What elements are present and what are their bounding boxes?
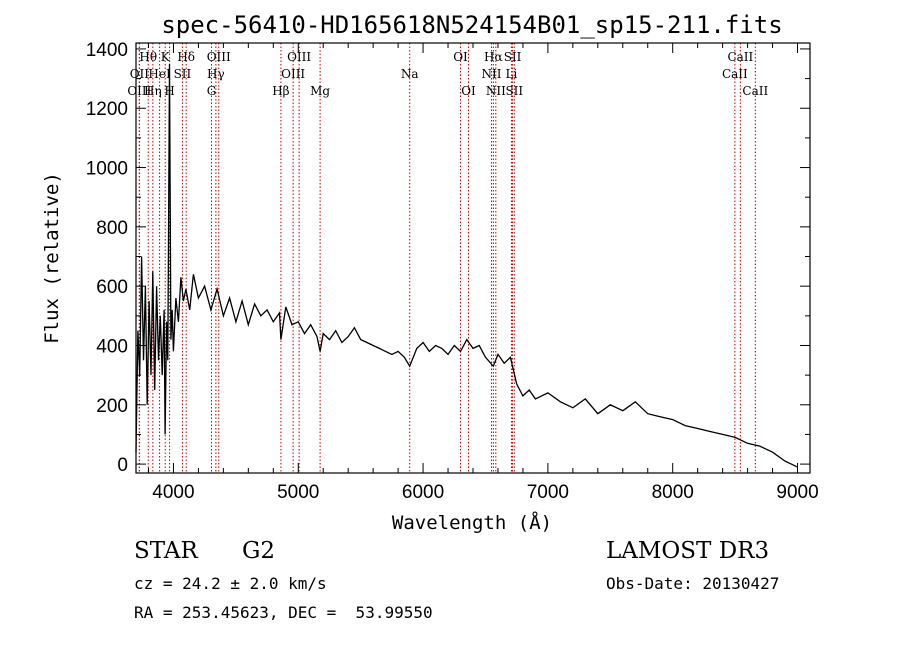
spectral-line-label: G (207, 84, 217, 98)
spectral-line-label: OI (461, 84, 476, 98)
y-tick-label: 1400 (86, 40, 128, 61)
y-tick-label: 1000 (86, 159, 128, 180)
spectral-line-label: OIII (287, 50, 311, 64)
spectral-line-label: CaII (727, 50, 753, 64)
x-tick-label: 5000 (277, 482, 319, 503)
spectral-line-label: OIII (281, 67, 305, 81)
plot-frame (135, 42, 811, 474)
spectral-line-label: K (161, 50, 171, 64)
spectral-line-label: Hη (144, 84, 162, 98)
y-tick-label: 800 (96, 218, 128, 239)
flux-series-line (135, 63, 798, 468)
y-tick-label: 400 (96, 336, 128, 357)
spectral-line-label: SII (504, 50, 522, 64)
y-axis-label: Flux (relative) (41, 172, 63, 344)
survey-name: LAMOST DR3 (606, 538, 770, 564)
spectral-line-label: Hα (484, 50, 503, 64)
spectral-line-label: NII (486, 84, 506, 98)
object-class: STAR (134, 538, 198, 564)
spectral-line-label: SII (174, 67, 192, 81)
spectral-line-label: Na (401, 67, 419, 81)
spectral-line-label: OIII (207, 50, 231, 64)
spectral-line-label: Hγ (207, 67, 225, 81)
coordinates: RA = 253.45623, DEC = 53.99550 (134, 603, 433, 622)
spectral-line-label: NII (481, 67, 501, 81)
spectral-line-label: Hδ (177, 50, 195, 64)
spectral-line-label: Li (506, 67, 518, 81)
spectral-line-label: HeI (148, 67, 171, 81)
spectral-line-label: CaII (722, 67, 748, 81)
y-tick-label: 200 (96, 396, 128, 417)
y-tick-label: 0 (117, 455, 128, 476)
observation-date: Obs-Date: 20130427 (606, 574, 780, 593)
spectral-line-label: Mg (310, 84, 330, 98)
x-tick-label: 6000 (402, 482, 444, 503)
subclass: G2 (242, 538, 276, 564)
spectral-line-label: SII (505, 84, 523, 98)
chart-title: spec-56410-HD165618N524154B01_sp15-211.f… (161, 11, 782, 39)
spectral-line-label: OI (453, 50, 468, 64)
spectral-line-label: OII (130, 67, 150, 81)
x-axis-label: Wavelength (Å) (392, 511, 552, 534)
x-tick-label: 4000 (152, 482, 194, 503)
redshift-cz: cz = 24.2 ± 2.0 km/s (134, 574, 327, 593)
y-tick-label: 600 (96, 277, 128, 298)
x-tick-label: 9000 (776, 482, 818, 503)
x-tick-label: 8000 (652, 482, 694, 503)
spectral-line-label: Hβ (272, 84, 289, 98)
x-tick-label: 7000 (527, 482, 569, 503)
spectral-line-label: Hθ (139, 50, 157, 64)
y-tick-label: 1200 (86, 99, 128, 120)
spectral-line-label: CaII (742, 84, 768, 98)
spectral-line-label: OIII (127, 84, 151, 98)
